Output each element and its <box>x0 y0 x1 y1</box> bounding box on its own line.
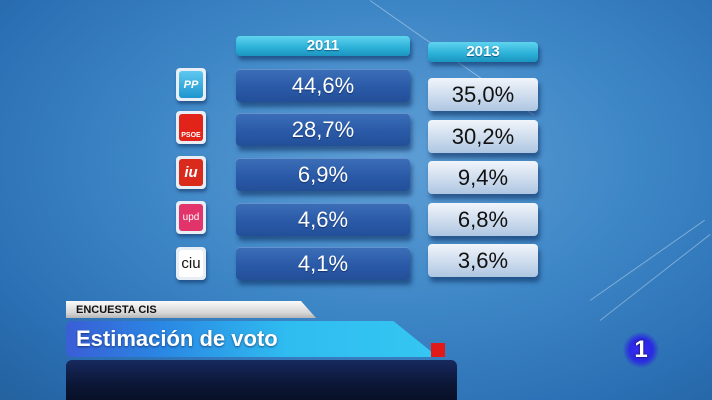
accent-red-tab <box>431 343 445 357</box>
value-2011-ciu: 4,1% <box>236 247 410 280</box>
party-logo-upyd: upd <box>176 201 206 234</box>
ticker-panel <box>66 360 457 400</box>
value-2011-iu: 6,9% <box>236 158 410 191</box>
background-streak <box>599 233 711 321</box>
psoe-logo-icon: PSOE <box>179 114 203 141</box>
iu-logo-icon: iu <box>179 159 203 186</box>
party-logo-pp: PP <box>176 68 206 101</box>
column-header-2013: 2013 <box>428 42 538 62</box>
background-streak <box>589 219 705 301</box>
value-2013-ciu: 3,6% <box>428 244 538 277</box>
pp-logo-icon: PP <box>179 71 203 98</box>
value-2011-pp: 44,6% <box>236 69 410 102</box>
headline-title: Estimación de voto <box>66 321 438 357</box>
ciu-logo-icon: ciu <box>179 250 203 277</box>
value-2013-upyd: 6,8% <box>428 203 538 236</box>
party-logo-psoe: PSOE <box>176 111 206 144</box>
party-logo-ciu: ciu <box>176 247 206 280</box>
survey-source-tag: ENCUESTA CIS <box>66 301 316 318</box>
value-2013-psoe: 30,2% <box>428 120 538 153</box>
value-2013-pp: 35,0% <box>428 78 538 111</box>
party-logo-iu: iu <box>176 156 206 189</box>
channel-logo-icon: 1 <box>623 332 659 368</box>
value-2011-upyd: 4,6% <box>236 203 410 236</box>
value-2011-psoe: 28,7% <box>236 113 410 146</box>
column-header-2011: 2011 <box>236 36 410 56</box>
value-2013-iu: 9,4% <box>428 161 538 194</box>
upyd-logo-icon: upd <box>179 204 203 231</box>
